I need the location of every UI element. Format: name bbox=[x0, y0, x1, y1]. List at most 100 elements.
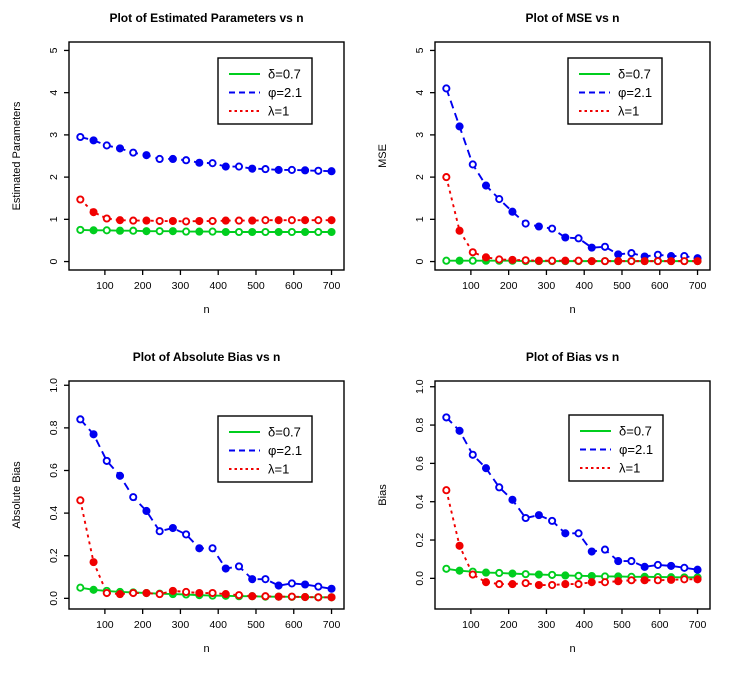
x-tick-label: 500 bbox=[613, 619, 631, 631]
data-point-marker bbox=[287, 592, 296, 601]
data-point-marker bbox=[274, 216, 283, 225]
data-point-marker bbox=[301, 227, 310, 237]
data-point-marker bbox=[301, 166, 310, 175]
y-tick-label: 0.8 bbox=[414, 418, 426, 433]
data-point-marker bbox=[534, 570, 543, 579]
data-point-marker bbox=[261, 165, 270, 174]
data-point-marker bbox=[640, 257, 649, 266]
data-point-marker bbox=[248, 575, 257, 584]
data-point-marker bbox=[301, 580, 310, 589]
plot-panel-mse: Plot of MSE vs n 100 200 300 400 500 600 700 0 1 2… bbox=[366, 0, 732, 339]
x-tick-label: 700 bbox=[323, 280, 341, 292]
x-tick-label: 600 bbox=[651, 619, 669, 631]
data-point-marker bbox=[627, 557, 636, 566]
data-point-marker bbox=[76, 583, 85, 592]
data-point-marker bbox=[508, 569, 517, 578]
data-point-marker bbox=[680, 563, 689, 572]
data-point-marker bbox=[182, 217, 191, 226]
data-point-marker bbox=[115, 471, 125, 480]
data-point-marker bbox=[481, 253, 491, 262]
data-point-marker bbox=[548, 516, 557, 525]
x-tick-label: 300 bbox=[172, 619, 190, 631]
data-point-marker bbox=[208, 159, 217, 168]
data-point-marker bbox=[195, 544, 204, 553]
data-point-marker bbox=[627, 257, 636, 266]
x-tick-label: 100 bbox=[96, 280, 114, 292]
data-point-marker bbox=[129, 216, 138, 225]
legend-label: δ=0.7 bbox=[268, 425, 301, 440]
data-point-marker bbox=[301, 216, 310, 225]
data-point-marker bbox=[76, 132, 85, 142]
data-point-marker bbox=[574, 529, 583, 538]
data-point-marker bbox=[442, 84, 451, 93]
chart-mse: Plot of MSE vs n 100 200 300 400 500 600 700 0 1 2… bbox=[377, 11, 711, 316]
data-point-marker bbox=[168, 586, 177, 595]
data-point-marker bbox=[287, 165, 296, 174]
data-point-marker bbox=[327, 167, 336, 176]
series-line bbox=[80, 136, 332, 173]
data-point-marker bbox=[495, 568, 504, 578]
y-tick-label: 1 bbox=[414, 216, 426, 222]
data-point-marker bbox=[195, 588, 204, 598]
y-tick-label: 2 bbox=[414, 174, 426, 180]
y-tick-label: 3 bbox=[414, 132, 426, 138]
data-point-marker bbox=[521, 570, 530, 579]
data-point-marker bbox=[548, 581, 557, 590]
legend-label: δ=0.7 bbox=[618, 67, 651, 82]
x-tick-label: 200 bbox=[134, 619, 152, 631]
chart-absolute-bias: Plot of Absolute Bias vs n 100 200 300 400 50… bbox=[11, 350, 345, 655]
data-point-marker bbox=[248, 227, 257, 237]
data-point-marker bbox=[508, 580, 517, 589]
data-point-marker bbox=[468, 160, 477, 169]
legend-label: λ=1 bbox=[618, 104, 639, 119]
chart-title: Plot of MSE vs n bbox=[525, 11, 619, 25]
data-point-marker bbox=[653, 560, 662, 569]
y-tick-label: 0.2 bbox=[414, 533, 426, 548]
data-point-marker bbox=[102, 214, 111, 223]
data-point-marker bbox=[614, 257, 623, 266]
data-point-marker bbox=[680, 575, 689, 584]
data-point-marker bbox=[261, 575, 270, 584]
y-tick-label: 0.0 bbox=[414, 571, 426, 586]
x-axis-label: n bbox=[203, 643, 209, 655]
x-tick-label: 400 bbox=[209, 619, 227, 631]
data-point-marker bbox=[468, 570, 477, 579]
x-tick-label: 400 bbox=[209, 280, 227, 292]
data-point-marker bbox=[89, 226, 98, 235]
y-tick-label: 5 bbox=[48, 47, 60, 53]
data-point-marker bbox=[534, 222, 543, 231]
data-point-marker bbox=[548, 570, 557, 579]
data-point-marker bbox=[653, 257, 662, 266]
data-point-marker bbox=[574, 580, 583, 589]
y-tick-label: 1.0 bbox=[414, 379, 426, 394]
chart-bias: Plot of Bias vs n 100 200 300 400 500 600 700 0.… bbox=[377, 350, 711, 655]
legend-label: δ=0.7 bbox=[619, 424, 652, 439]
data-point-marker bbox=[234, 562, 244, 571]
data-point-marker bbox=[521, 513, 530, 523]
x-tick-label: 400 bbox=[575, 280, 593, 292]
data-point-marker bbox=[248, 216, 257, 225]
data-point-marker bbox=[221, 590, 230, 599]
data-point-marker bbox=[314, 216, 323, 225]
data-point-marker bbox=[261, 216, 270, 225]
data-point-marker bbox=[600, 257, 610, 266]
data-point-marker bbox=[667, 257, 676, 266]
x-tick-label: 100 bbox=[96, 619, 114, 631]
data-point-marker bbox=[89, 136, 98, 145]
data-point-marker bbox=[693, 565, 702, 574]
data-point-marker bbox=[102, 141, 111, 150]
data-point-marker bbox=[142, 588, 151, 598]
x-tick-label: 200 bbox=[500, 280, 518, 292]
y-tick-label: 0.6 bbox=[48, 463, 60, 478]
data-point-marker bbox=[521, 579, 530, 588]
data-point-marker bbox=[221, 216, 230, 225]
data-point-marker bbox=[600, 242, 610, 251]
y-tick-label: 0.0 bbox=[48, 591, 60, 606]
data-point-marker bbox=[327, 216, 336, 225]
y-axis-label: Estimated Parameters bbox=[11, 101, 23, 210]
data-point-marker bbox=[327, 227, 336, 237]
y-axis-label: Absolute Bias bbox=[11, 461, 23, 529]
x-tick-label: 600 bbox=[285, 619, 303, 631]
data-point-marker bbox=[614, 577, 623, 586]
legend-label: λ=1 bbox=[268, 104, 289, 119]
